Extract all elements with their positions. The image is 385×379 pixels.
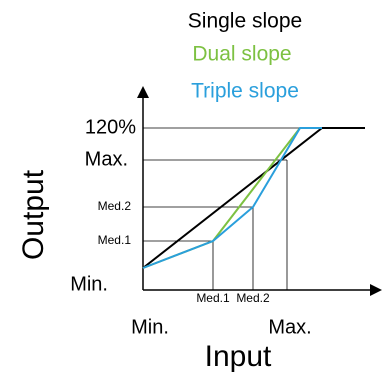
legend-triple: Triple slope xyxy=(191,80,299,103)
single-slope-line xyxy=(142,127,365,269)
x-label: Med.2 xyxy=(236,291,270,305)
y-label: Med.1 xyxy=(98,233,132,247)
legend-single: Single slope xyxy=(188,10,302,33)
legend-dual: Dual slope xyxy=(192,43,291,66)
y-axis-title: Output xyxy=(17,169,50,260)
x-label: Max. xyxy=(268,316,311,338)
x-label: Med.1 xyxy=(196,291,230,305)
y-label: Min. xyxy=(70,273,108,295)
x-label: Min. xyxy=(131,316,169,338)
y-label: Max. xyxy=(85,148,128,170)
dual-slope-line xyxy=(142,127,301,269)
y-label: Med.2 xyxy=(98,199,132,213)
x-axis-title: Input xyxy=(205,340,272,373)
y-label: 120% xyxy=(85,116,136,138)
guides xyxy=(143,127,300,290)
triple-slope-line xyxy=(142,127,322,269)
